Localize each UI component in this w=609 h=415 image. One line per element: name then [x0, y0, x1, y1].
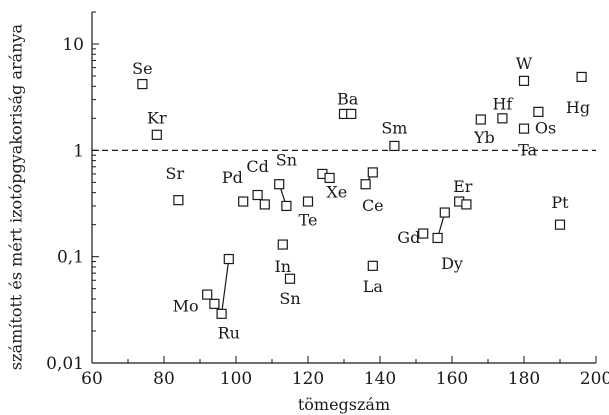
y-axis-label: számított és mért izotópgyakoriság arány… — [7, 23, 26, 370]
x-tick-label: 80 — [153, 369, 175, 389]
point-label: La — [363, 277, 384, 296]
data-point — [432, 232, 443, 244]
data-point — [439, 207, 450, 218]
data-point — [367, 167, 378, 178]
point-label: Se — [132, 59, 152, 78]
y-tick-label: 0,1 — [57, 248, 84, 268]
x-tick-label: 100 — [220, 369, 252, 389]
x-axis-label: tömegszám — [298, 395, 390, 414]
y-tick-label: 1 — [73, 141, 84, 161]
point-label: Er — [453, 177, 473, 196]
connector-line — [221, 258, 230, 314]
x-tick-label: 120 — [292, 369, 324, 389]
data-point — [202, 289, 213, 300]
point-label: Os — [535, 119, 556, 138]
data-point — [252, 189, 263, 201]
point-label: Sn — [276, 151, 297, 170]
point-label: Cd — [246, 157, 268, 176]
point-label: Sm — [381, 119, 407, 138]
point-label: Hf — [492, 94, 513, 113]
point-label: Hg — [566, 98, 590, 117]
axes: 60 80 100 120 140 160 180 200 0,01 0,1 1 10 — [46, 11, 609, 389]
data-point — [277, 239, 288, 250]
point-label: Yb — [473, 128, 495, 147]
data-point — [518, 123, 530, 134]
x-tick-label: 140 — [364, 369, 396, 389]
data-point — [137, 78, 148, 90]
point-label: Ta — [518, 140, 537, 159]
data-point — [360, 179, 371, 190]
data-point — [475, 114, 486, 125]
point-label: Ba — [337, 90, 359, 109]
data-point — [533, 106, 544, 117]
point-label: Dy — [441, 254, 463, 273]
point-label: Mo — [173, 296, 199, 315]
x-tick-label: 160 — [436, 369, 468, 389]
y-tick-label: 10 — [62, 35, 84, 55]
data-point — [223, 253, 234, 265]
data-point — [518, 75, 530, 86]
data-point — [284, 273, 296, 284]
data-point — [281, 200, 292, 212]
data-point — [576, 71, 587, 83]
point-label: Ru — [218, 323, 240, 342]
point-label: Te — [299, 210, 318, 229]
point-label: Xe — [326, 183, 347, 202]
data-point — [151, 129, 162, 140]
point-label: Sr — [165, 164, 184, 183]
data-point — [418, 228, 429, 239]
x-tick-label: 200 — [580, 369, 609, 389]
data-point — [497, 113, 508, 124]
data-point — [367, 260, 378, 271]
point-label: Ce — [362, 196, 384, 215]
data-point — [209, 298, 220, 309]
data-point — [461, 199, 472, 210]
data-point — [389, 140, 400, 152]
data-point — [238, 196, 249, 207]
points-layer — [137, 71, 587, 319]
data-point — [554, 219, 566, 230]
data-point — [346, 108, 357, 120]
point-label: Pd — [222, 168, 243, 187]
point-label: Kr — [147, 108, 167, 127]
data-point — [324, 172, 335, 184]
data-point — [216, 308, 227, 319]
point-label: Pt — [551, 193, 569, 212]
point-label: In — [274, 257, 291, 276]
data-point — [302, 196, 314, 207]
data-point — [274, 179, 285, 190]
point-label: Sn — [279, 289, 300, 308]
point-label: W — [516, 54, 533, 73]
x-tick-label: 60 — [81, 369, 103, 389]
data-point — [173, 195, 184, 206]
x-tick-label: 180 — [508, 369, 540, 389]
point-label: Gd — [397, 228, 420, 247]
y-tick-label: 0,01 — [46, 354, 84, 374]
data-point — [259, 199, 270, 210]
